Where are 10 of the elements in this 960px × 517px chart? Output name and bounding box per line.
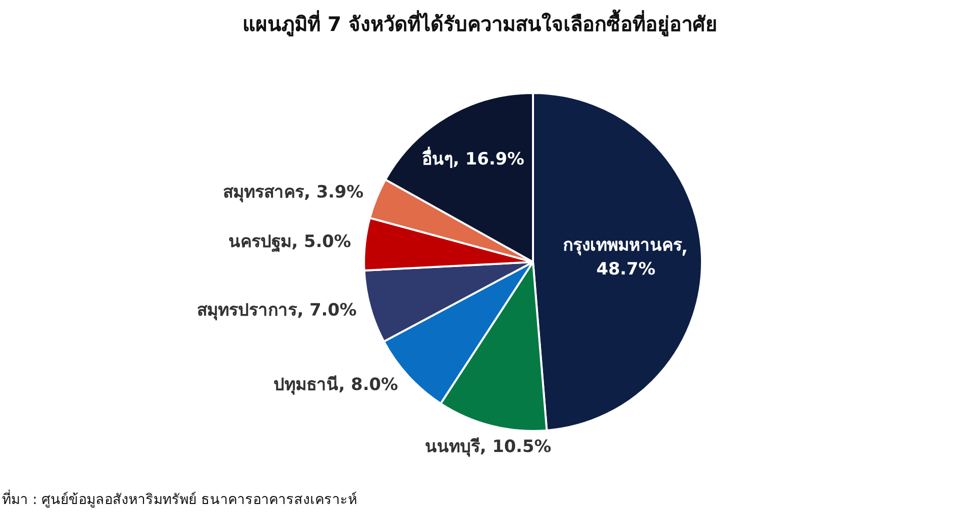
slice-label: นครปฐม, 5.0% <box>228 232 352 253</box>
slice-label: อื่นๆ, 16.9% <box>422 146 524 170</box>
text: ที่มา : ศูนย์ข้อมูลอสังหาริมทรัพย์ ธนาคารอาคารสงเคราะห์ <box>2 488 358 510</box>
chart-title: แผนภูมิที่ 7 จังหวัดที่ได้รับความสนใจเลือกซื้อที่อยู่อาศัย <box>242 8 718 38</box>
slice-label: กรุงเทพมหานคร <box>563 236 684 256</box>
slice-label: ปทุมธานี, 8.0% <box>274 374 398 396</box>
slice-label: สมุทรปราการ, 7.0% <box>197 300 357 320</box>
slice-label: นนทบุรี, 10.5% <box>424 436 552 457</box>
data-label: 48.7% <box>596 260 656 280</box>
slice-label: สมุทรสาคร, 3.9% <box>222 182 364 202</box>
